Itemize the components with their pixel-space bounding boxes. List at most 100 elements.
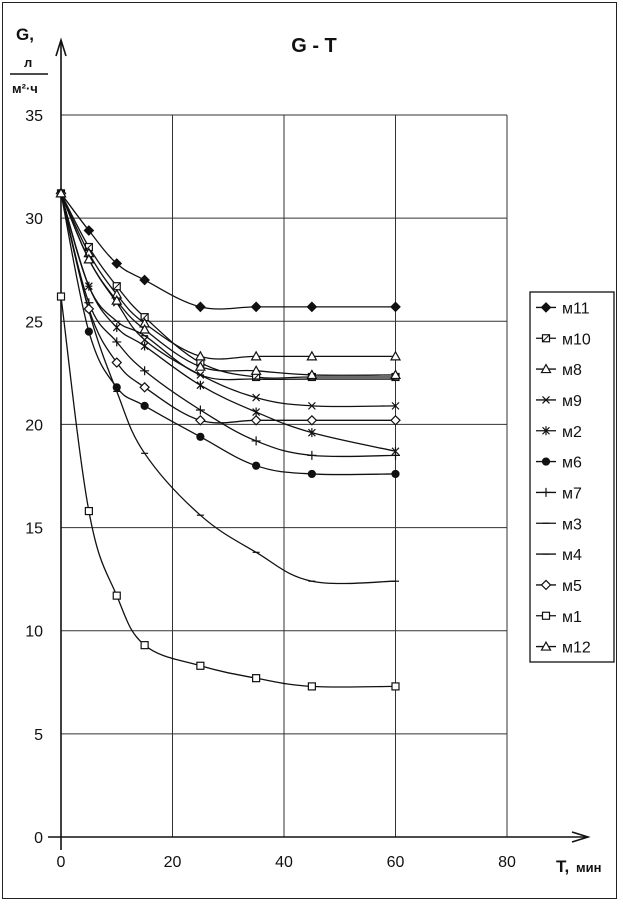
data-point [112, 337, 122, 347]
data-point [389, 350, 402, 361]
y-tick-label: 20 [25, 417, 43, 434]
x-tick-label: 40 [275, 854, 293, 871]
data-point [84, 506, 93, 516]
legend-item: м1 [536, 609, 582, 626]
data-point [390, 414, 401, 426]
y-tick-label: 35 [25, 108, 43, 125]
data-point [391, 401, 400, 410]
data-point [111, 258, 123, 269]
data-point [139, 381, 150, 393]
legend-label: м9 [562, 393, 582, 410]
legend-label: м7 [562, 485, 582, 502]
y-axis-unit-denominator: м²·ч [12, 81, 38, 96]
data-point [83, 253, 95, 264]
y-tick-label: 5 [34, 727, 43, 744]
legend-box [529, 291, 615, 663]
data-point [391, 450, 400, 460]
series-line [60, 193, 396, 452]
data-point [542, 395, 550, 404]
data-point [196, 380, 205, 390]
data-point [83, 225, 95, 236]
x-tick-label: 60 [387, 854, 405, 871]
y-tick-label: 15 [25, 521, 43, 538]
legend-item: м11 [536, 300, 590, 317]
chart-title: G - T [291, 35, 337, 57]
data-point [251, 436, 261, 446]
data-point [541, 611, 551, 620]
data-point [541, 334, 551, 343]
data-point [111, 357, 123, 368]
data-point [540, 302, 552, 313]
data-point [83, 303, 95, 315]
legend-label: м3 [562, 516, 582, 533]
data-point [194, 350, 206, 361]
data-point [195, 405, 205, 415]
data-point [307, 428, 316, 438]
legend-item: м3 [536, 516, 582, 533]
legend-item: м10 [536, 331, 591, 348]
data-point [194, 360, 206, 371]
series-м7 [56, 188, 400, 460]
y-tick-label: 0 [34, 830, 43, 847]
series-м11 [55, 188, 401, 313]
y-axis-unit-numerator: л [24, 55, 32, 70]
data-point [306, 350, 318, 361]
data-point [250, 365, 262, 375]
series-line [60, 193, 396, 379]
series-line [60, 193, 396, 476]
data-point [306, 414, 318, 426]
y-tick-label: 30 [25, 211, 43, 228]
data-point [307, 450, 317, 460]
data-point [250, 350, 262, 361]
data-point [306, 369, 318, 380]
data-point [391, 682, 400, 691]
data-point [112, 282, 121, 291]
data-point [541, 487, 551, 497]
x-axis-label: T, [556, 857, 569, 876]
data-point [389, 369, 402, 380]
data-point [391, 469, 400, 479]
legend-label: м4 [562, 547, 582, 564]
legend-label: м10 [562, 331, 591, 348]
data-point [140, 341, 149, 351]
data-point [196, 661, 205, 670]
series-line [60, 193, 396, 458]
data-point [540, 579, 552, 591]
legend-label: м11 [562, 300, 590, 317]
data-point [306, 301, 318, 313]
data-point [84, 327, 93, 336]
y-axis-arrow [55, 37, 67, 57]
data-point [250, 414, 262, 426]
series-м12 [55, 187, 402, 380]
legend-label: м6 [562, 455, 582, 472]
legend-item: м5 [536, 578, 582, 595]
legend-item: м8 [536, 362, 582, 379]
legend-item: м6 [536, 455, 582, 472]
data-point [307, 682, 316, 691]
chart-frame [2, 2, 617, 899]
series-line [60, 193, 396, 376]
data-point [56, 292, 66, 301]
legend-label: м2 [562, 424, 582, 441]
data-point [140, 641, 149, 650]
data-point [252, 674, 261, 683]
series-line [60, 192, 396, 310]
legend-label: м12 [562, 640, 591, 657]
axes: 0 5 10 15 20 25 30 35 0 20 40 60 80 [25, 37, 591, 871]
data-point [140, 401, 149, 410]
series-м2 [57, 188, 400, 456]
data-point [139, 274, 150, 286]
data-point [112, 591, 121, 600]
x-axis-unit: мин [576, 860, 601, 875]
legend-item: м4 [536, 547, 582, 564]
y-tick-label: 10 [25, 624, 43, 641]
x-tick-label: 20 [164, 854, 182, 871]
legend-item: м9 [536, 393, 582, 410]
data-point [111, 294, 123, 305]
data-point [540, 363, 552, 374]
data-point [112, 322, 121, 332]
data-point [140, 366, 150, 376]
data-point [390, 301, 401, 313]
grid-lines [61, 114, 508, 837]
